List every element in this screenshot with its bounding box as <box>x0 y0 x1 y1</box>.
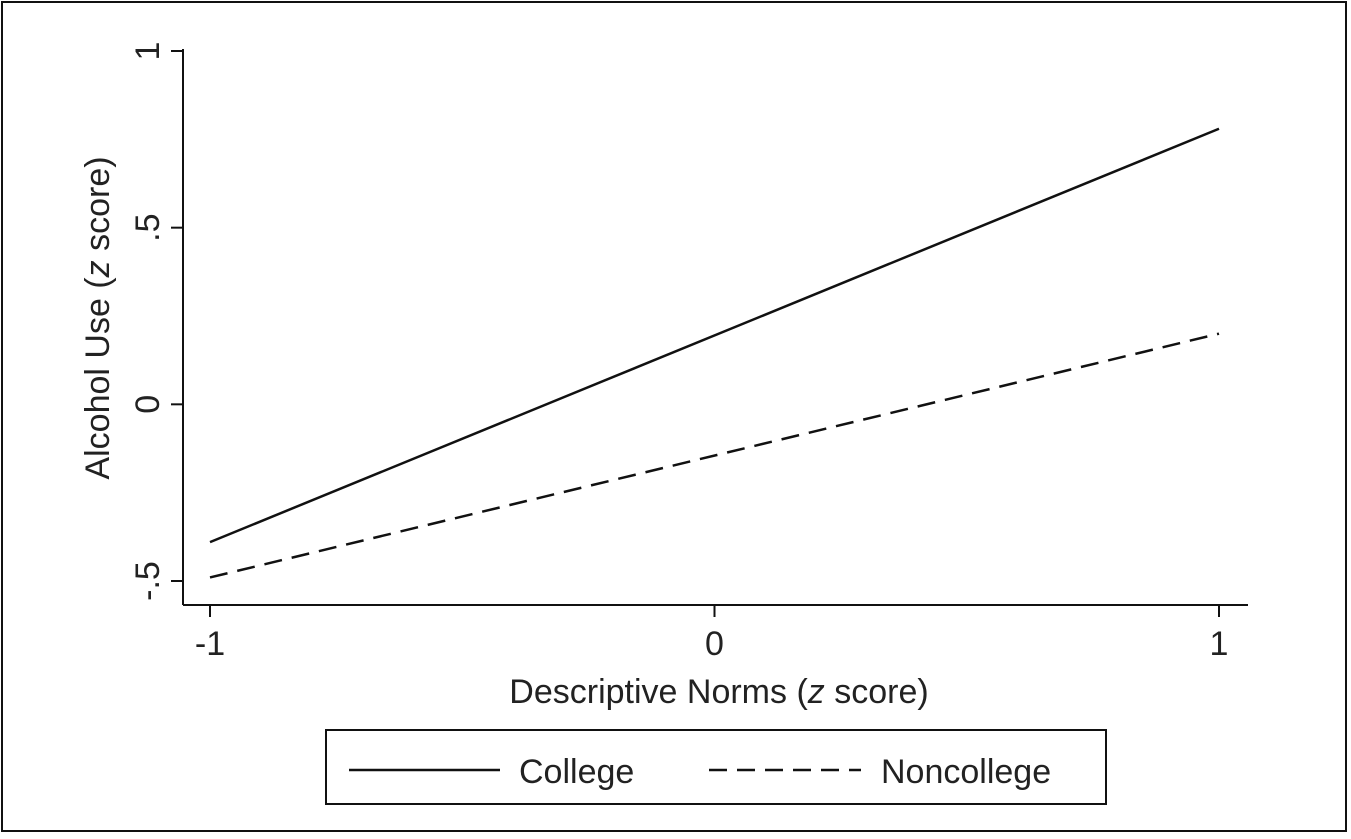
legend-label-college: College <box>519 753 634 791</box>
series-line-college <box>209 127 1220 544</box>
x-tick-label: -1 <box>195 625 225 663</box>
y-tick-label: -.5 <box>129 561 167 601</box>
series-line-noncollege <box>209 332 1220 579</box>
x-axis-label: Descriptive Norms (z score) <box>509 673 928 711</box>
legend-label-noncollege: Noncollege <box>881 753 1051 791</box>
legend-box <box>325 729 1107 805</box>
legend: College Noncollege <box>325 729 1107 805</box>
y-tick-label: 0 <box>129 395 167 414</box>
series-lines <box>209 127 1220 579</box>
y-tick-label: .5 <box>129 213 167 241</box>
x-tick-label: 0 <box>705 625 724 663</box>
y-axis-label: Alcohol Use (z score) <box>79 156 117 479</box>
x-tick-label: 1 <box>1210 625 1229 663</box>
chart: -1 0 1-.50.51 Descriptive Norms (z score) … <box>79 42 1248 805</box>
ticks: -1 0 1 -.5 0 .5 1 <box>129 42 1228 663</box>
y-tick-label: 1 <box>129 42 167 61</box>
axes <box>182 49 1248 606</box>
